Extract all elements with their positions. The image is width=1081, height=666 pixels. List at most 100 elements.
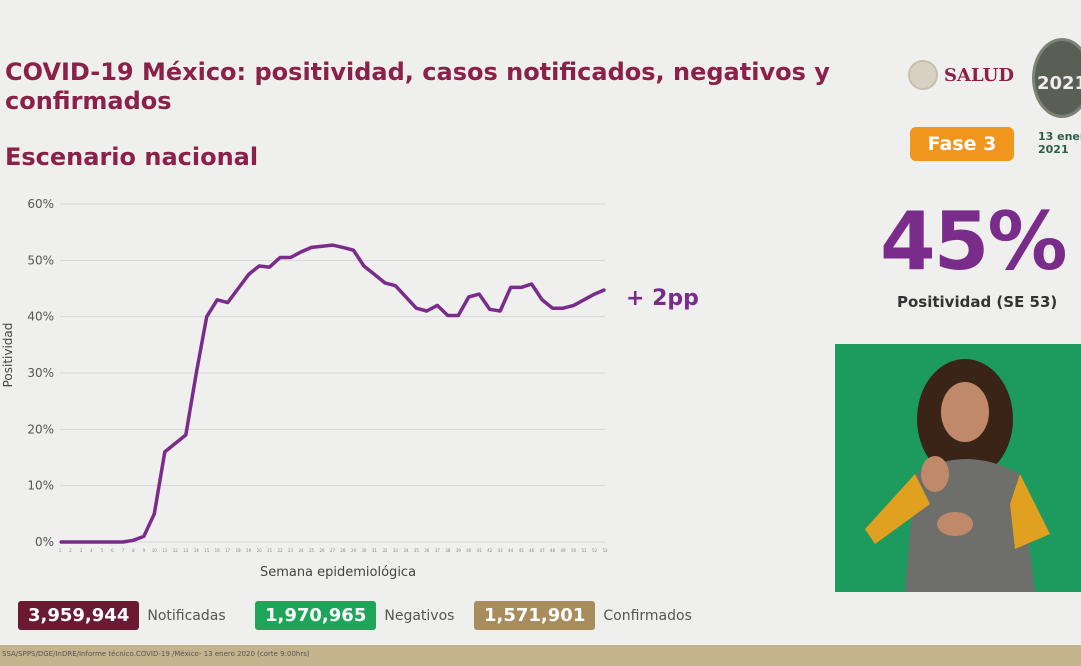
x-tick-label: 34 bbox=[403, 548, 409, 553]
x-tick-label: 23 bbox=[288, 548, 294, 553]
kpi-value: 45% bbox=[880, 195, 1067, 288]
data-point bbox=[111, 541, 114, 543]
x-tick-label: 24 bbox=[299, 548, 305, 553]
x-tick-label: 42 bbox=[487, 548, 493, 553]
data-point bbox=[174, 442, 177, 445]
x-tick-label: 10 bbox=[152, 548, 158, 553]
x-tick-label: 48 bbox=[550, 548, 556, 553]
x-tick-label: 28 bbox=[340, 548, 346, 553]
data-point bbox=[80, 541, 82, 543]
x-tick-label: 37 bbox=[435, 548, 441, 553]
x-tick-label: 22 bbox=[278, 548, 284, 553]
data-point bbox=[583, 298, 585, 301]
y-tick-label: 60% bbox=[27, 197, 54, 211]
stat-negativos: 1,970,965 Negativos bbox=[255, 601, 454, 630]
y-tick-label: 50% bbox=[27, 253, 54, 267]
data-point bbox=[226, 301, 229, 304]
data-point bbox=[195, 372, 198, 374]
data-point bbox=[132, 539, 135, 542]
x-tick-label: 46 bbox=[529, 548, 535, 553]
x-tick-label: 35 bbox=[414, 548, 420, 553]
x-tick-label: 1 bbox=[59, 548, 62, 553]
data-point bbox=[153, 513, 156, 515]
x-tick-label: 13 bbox=[183, 548, 189, 553]
x-tick-label: 16 bbox=[215, 548, 221, 553]
data-point bbox=[268, 266, 271, 268]
data-point bbox=[184, 434, 187, 436]
x-tick-label: 17 bbox=[225, 548, 231, 553]
data-point bbox=[279, 256, 281, 259]
x-tick-label: 51 bbox=[581, 548, 587, 553]
positivity-chart: 0%10%20%30%40%50%60%1 2 3 4 5 6 7 8 9 10 11 12 13 14 1… bbox=[1, 197, 608, 580]
x-tick-label: 7 bbox=[122, 548, 125, 553]
x-tick-label: 50 bbox=[571, 548, 577, 553]
x-tick-label: 26 bbox=[319, 548, 325, 553]
data-point bbox=[415, 307, 418, 310]
data-point bbox=[216, 298, 219, 301]
data-point bbox=[205, 315, 208, 318]
y-tick-label: 10% bbox=[27, 479, 54, 493]
change-annotation: + 2pp bbox=[626, 286, 699, 311]
x-tick-label: 21 bbox=[267, 548, 273, 553]
data-point bbox=[604, 288, 606, 291]
x-tick-label: 29 bbox=[351, 548, 357, 553]
x-tick-label: 53 bbox=[602, 548, 608, 553]
sign-language-interpreter-video bbox=[835, 344, 1081, 592]
data-point bbox=[436, 304, 439, 307]
x-tick-label: 30 bbox=[361, 548, 367, 553]
data-point bbox=[164, 451, 166, 453]
x-tick-label: 41 bbox=[477, 548, 483, 553]
data-point bbox=[331, 244, 334, 246]
x-tick-label: 31 bbox=[372, 548, 378, 553]
x-tick-label: 9 bbox=[143, 548, 146, 553]
data-point bbox=[310, 246, 313, 249]
x-tick-label: 27 bbox=[330, 548, 336, 553]
stat-notificadas: 3,959,944 Notificadas bbox=[18, 601, 226, 630]
x-tick-label: 2 bbox=[69, 548, 72, 553]
data-point bbox=[101, 541, 103, 543]
data-point bbox=[478, 293, 481, 295]
positivity-line bbox=[60, 243, 606, 544]
data-point bbox=[352, 249, 355, 251]
y-axis-label: Positividad bbox=[1, 323, 15, 388]
data-point bbox=[509, 286, 512, 289]
x-tick-label: 6 bbox=[111, 548, 114, 553]
interpreter-figure bbox=[865, 359, 1050, 592]
data-point bbox=[394, 284, 397, 287]
data-point bbox=[289, 256, 292, 259]
x-tick-label: 14 bbox=[194, 548, 200, 553]
x-tick-label: 15 bbox=[204, 548, 210, 553]
data-point bbox=[300, 251, 302, 253]
data-point bbox=[405, 296, 407, 298]
data-point bbox=[467, 296, 470, 298]
data-point bbox=[541, 298, 543, 301]
report-date: 13 enero 2021 bbox=[1038, 130, 1081, 156]
data-point bbox=[258, 265, 260, 267]
x-tick-label: 52 bbox=[592, 548, 598, 553]
x-tick-label: 47 bbox=[540, 548, 546, 553]
data-point bbox=[237, 287, 239, 290]
page-title: COVID-19 México: positividad, casos noti… bbox=[5, 58, 830, 115]
y-tick-label: 40% bbox=[27, 310, 54, 324]
data-point bbox=[488, 308, 491, 311]
data-point bbox=[499, 310, 501, 312]
y-tick-label: 30% bbox=[27, 366, 54, 380]
anniversary-logo: 2021 bbox=[1032, 38, 1081, 118]
data-point bbox=[321, 245, 323, 248]
x-tick-label: 44 bbox=[508, 548, 514, 553]
x-tick-label: 43 bbox=[498, 548, 504, 553]
data-point bbox=[143, 535, 145, 538]
data-point bbox=[69, 541, 72, 543]
data-point bbox=[426, 310, 428, 312]
source-footer: SSA/SPPS/DGE/InDRE/Informe técnico.COVID… bbox=[0, 645, 1081, 666]
x-tick-label: 19 bbox=[246, 548, 252, 553]
x-tick-label: 18 bbox=[236, 548, 242, 553]
data-point bbox=[384, 282, 386, 284]
salud-logo: SALUD bbox=[908, 60, 1014, 90]
data-point bbox=[562, 307, 564, 310]
seal-icon bbox=[908, 60, 938, 90]
data-point bbox=[551, 307, 554, 310]
x-tick-label: 36 bbox=[424, 548, 430, 553]
data-point bbox=[457, 314, 460, 317]
data-point bbox=[446, 314, 449, 317]
